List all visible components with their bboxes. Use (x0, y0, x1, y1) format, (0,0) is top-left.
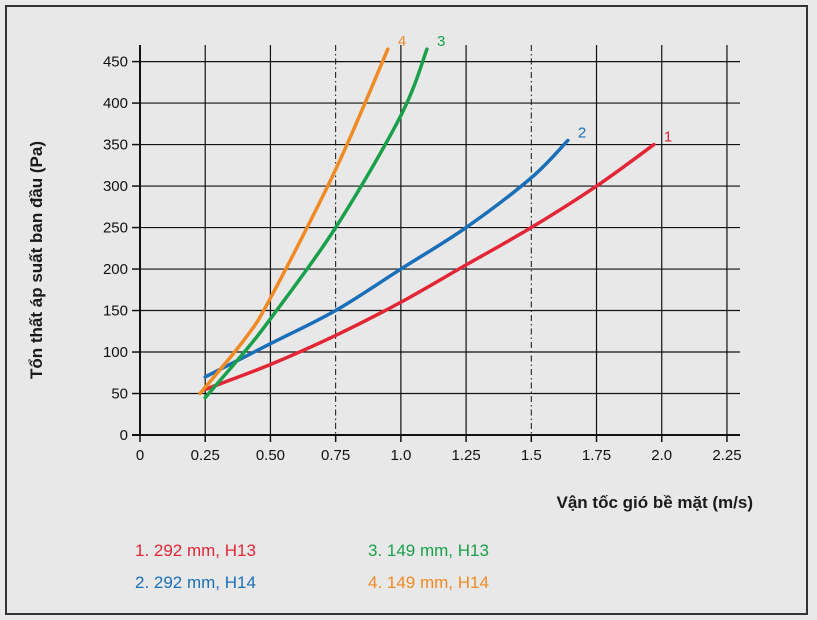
y-tick-label-3: 150 (103, 303, 128, 320)
y-tick-label-9: 450 (103, 54, 128, 71)
x-axis-label: Vận tốc gió bề mặt (m/s) (556, 493, 753, 512)
series-label-4: 4 (398, 33, 406, 50)
x-tick-label-9: 2.25 (712, 447, 741, 464)
series-label-1: 1 (664, 129, 672, 146)
y-tick-label-7: 350 (103, 137, 128, 154)
y-tick-label-4: 200 (103, 261, 128, 278)
x-tick-label-7: 1.75 (582, 447, 611, 464)
legend-item-2: 2. 292 mm, H14 (135, 573, 256, 592)
x-tick-label-1: 0.25 (191, 447, 220, 464)
y-tick-label-8: 400 (103, 95, 128, 112)
legend-item-1: 1. 292 mm, H13 (135, 541, 256, 560)
x-tick-label-0: 0 (136, 447, 144, 464)
y-axis-label: Tổn thất áp suất ban đầu (Pa) (27, 140, 46, 380)
x-tick-label-3: 0.75 (321, 447, 350, 464)
series-line-4 (198, 47, 390, 396)
y-tick-label-2: 100 (103, 344, 128, 361)
y-tick-label-1: 50 (111, 386, 128, 403)
x-tick-label-8: 2.0 (651, 447, 672, 464)
series-line-3 (203, 47, 429, 400)
series-line-2 (203, 138, 570, 379)
x-tick-label-6: 1.5 (521, 447, 542, 464)
y-tick-label-0: 0 (120, 427, 128, 444)
y-tick-label-6: 300 (103, 178, 128, 195)
series-label-2: 2 (578, 124, 586, 141)
legend-item-4: 4. 149 mm, H14 (368, 573, 489, 592)
legend-item-3: 3. 149 mm, H13 (368, 541, 489, 560)
y-tick-label-5: 250 (103, 220, 128, 237)
series-line-1 (203, 142, 656, 392)
x-tick-label-4: 1.0 (390, 447, 411, 464)
x-tick-label-5: 1.25 (451, 447, 480, 464)
x-tick-label-2: 0.50 (256, 447, 285, 464)
y-axis-label-wrap: Tổn thất áp suất ban đầu (Pa) (20, 110, 54, 410)
series-label-3: 3 (437, 33, 445, 50)
